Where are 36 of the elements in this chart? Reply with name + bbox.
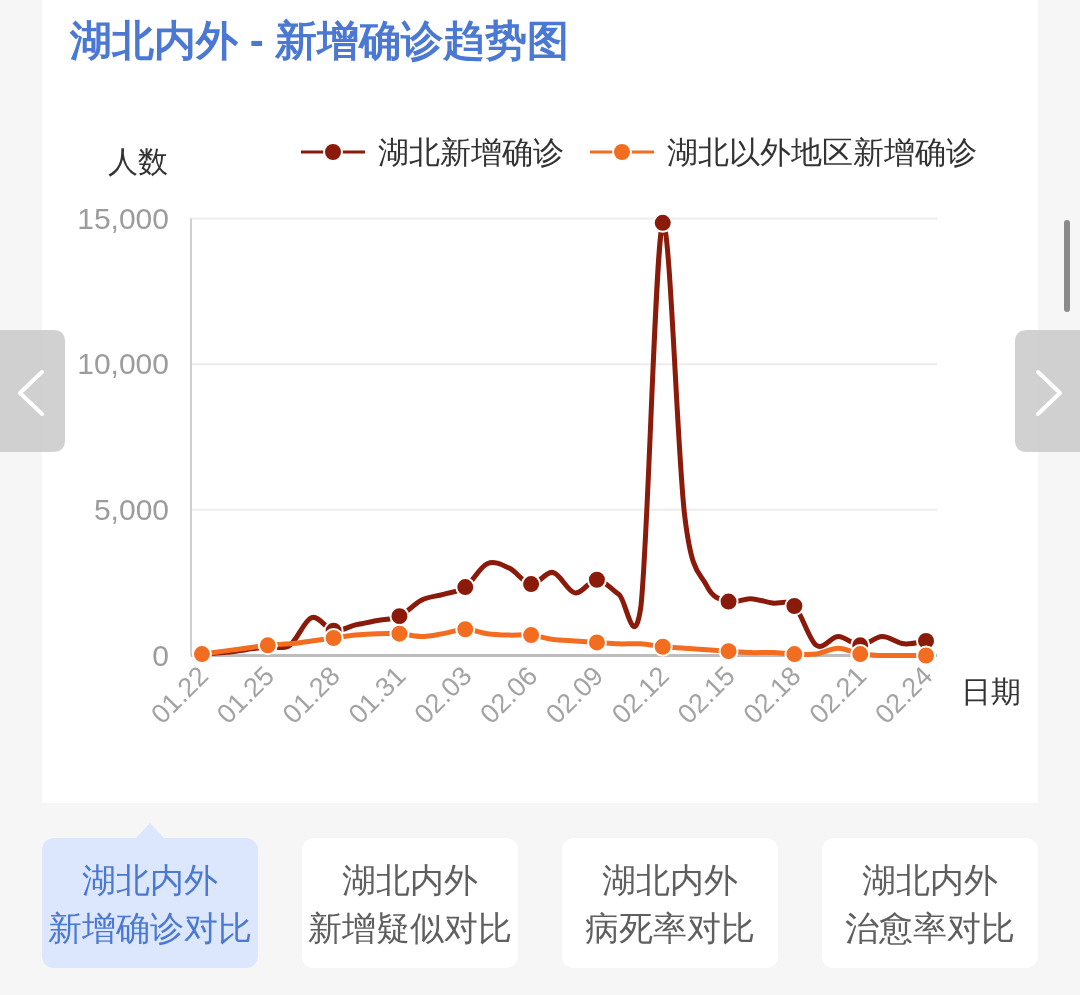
- point: [586, 569, 607, 590]
- y-tick-label: 5,000: [93, 492, 169, 526]
- legend-label: 湖北新增确诊: [378, 135, 564, 170]
- point: [652, 636, 673, 657]
- point: [191, 644, 212, 665]
- text: 湖北内外: [862, 861, 998, 899]
- point: [455, 619, 476, 640]
- point: [586, 632, 607, 653]
- point: [718, 591, 739, 612]
- point: [784, 595, 805, 616]
- text: 新增疑似对比: [308, 909, 512, 947]
- text: 湖北内外: [82, 861, 218, 899]
- text: 治愈率对比: [845, 909, 1015, 947]
- point: [521, 574, 542, 595]
- point: [257, 635, 278, 656]
- text: 病死率对比: [585, 909, 755, 947]
- point: [916, 645, 937, 666]
- text: 湖北内外: [342, 861, 478, 899]
- y-tick-label: 15,000: [77, 201, 169, 235]
- point: [784, 644, 805, 665]
- legend-label: 湖北以外地区新增确诊: [667, 135, 977, 170]
- point: [389, 623, 410, 644]
- y-tick-label: 10,000: [77, 347, 169, 381]
- point: [718, 641, 739, 662]
- point: [323, 628, 344, 649]
- point: [652, 212, 673, 233]
- point: [455, 577, 476, 598]
- text: 新增确诊对比: [48, 909, 252, 947]
- point: [850, 644, 871, 665]
- point: [521, 625, 542, 646]
- chart-title: 湖北内外 - 新增确诊趋势图: [69, 17, 570, 64]
- x-axis-title: 日期: [961, 675, 1021, 708]
- point: [389, 606, 410, 627]
- y-tick-label: 0: [152, 638, 169, 672]
- y-axis-title: 人数: [108, 145, 168, 178]
- text: 湖北内外: [602, 861, 738, 899]
